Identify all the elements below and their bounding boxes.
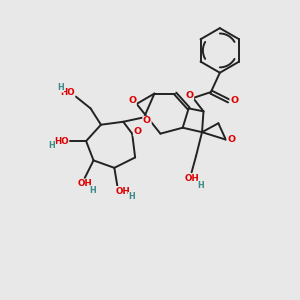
Text: OH: OH (184, 174, 199, 183)
Text: H: H (49, 141, 55, 150)
Text: O: O (230, 97, 238, 106)
Text: HO: HO (54, 136, 69, 146)
Text: O: O (143, 116, 151, 125)
Text: O: O (185, 91, 194, 100)
Text: O: O (128, 97, 136, 106)
Text: H: H (90, 186, 96, 195)
Text: O: O (134, 127, 142, 136)
Text: H: H (128, 193, 135, 202)
Text: HO: HO (60, 88, 75, 98)
Text: H: H (57, 83, 64, 92)
Text: O: O (227, 135, 235, 144)
Text: OH: OH (77, 179, 92, 188)
Text: OH: OH (115, 187, 130, 196)
Text: H: H (198, 181, 205, 190)
